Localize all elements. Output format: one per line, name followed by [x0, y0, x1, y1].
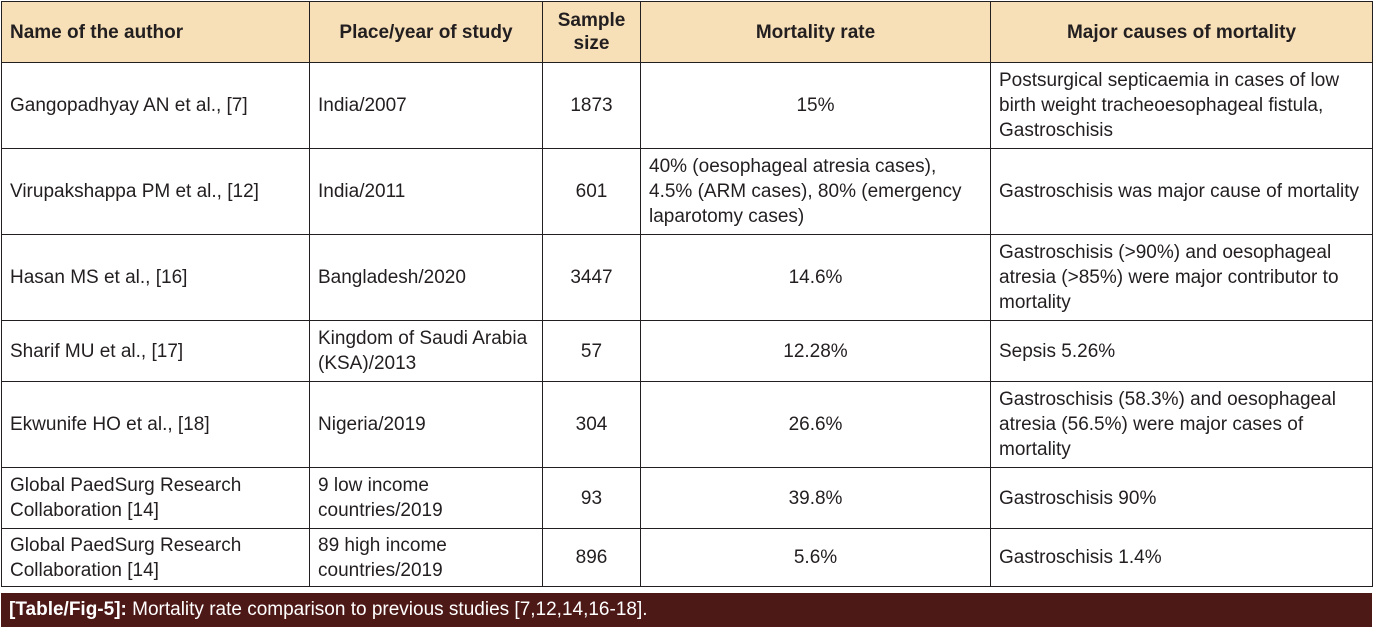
cell-place-year: Kingdom of Saudi Arabia (KSA)/2013: [309, 320, 543, 382]
cell-author: Global PaedSurg Research Collaboration […: [1, 467, 310, 529]
cell-place-year: India/2011: [309, 148, 543, 235]
cell-major-causes: Gastroschisis 1.4%: [990, 528, 1373, 587]
cell-sample-size: 3447: [542, 234, 641, 321]
cell-sample-size: 57: [542, 320, 641, 382]
table-row: Gangopadhyay AN et al., [7] India/2007 1…: [1, 62, 1373, 149]
cell-place-year: 9 low income countries/2019: [309, 467, 543, 529]
cell-sample-size: 601: [542, 148, 641, 235]
cell-mortality-rate: 15%: [640, 62, 991, 149]
cell-place-year: India/2007: [309, 62, 543, 149]
cell-major-causes: Sepsis 5.26%: [990, 320, 1373, 382]
cell-author: Ekwunife HO et al., [18]: [1, 381, 310, 468]
header-mortality-rate: Mortality rate: [640, 1, 991, 63]
cell-place-year: Nigeria/2019: [309, 381, 543, 468]
cell-major-causes: Gastroschisis (58.3%) and oesophageal at…: [990, 381, 1373, 468]
table-row: Ekwunife HO et al., [18] Nigeria/2019 30…: [1, 381, 1373, 468]
cell-sample-size: 896: [542, 528, 641, 587]
caption-text: Mortality rate comparison to previous st…: [126, 599, 648, 620]
cell-major-causes: Postsurgical septicaemia in cases of low…: [990, 62, 1373, 149]
header-sample-size: Sample size: [542, 1, 641, 63]
cell-mortality-rate: 40% (oesophageal atresia cases), 4.5% (A…: [640, 148, 991, 235]
cell-place-year: 89 high income countries/2019: [309, 528, 543, 587]
header-place-year: Place/year of study: [309, 1, 543, 63]
table-caption: [Table/Fig-5]: Mortality rate comparison…: [1, 593, 1372, 627]
cell-mortality-rate: 14.6%: [640, 234, 991, 321]
table-row: Sharif MU et al., [17] Kingdom of Saudi …: [1, 320, 1373, 382]
cell-mortality-rate: 39.8%: [640, 467, 991, 529]
cell-author: Hasan MS et al., [16]: [1, 234, 310, 321]
cell-major-causes: Gastroschisis was major cause of mortali…: [990, 148, 1373, 235]
cell-mortality-rate: 26.6%: [640, 381, 991, 468]
mortality-comparison-table: Name of the author Place/year of study S…: [1, 1, 1373, 587]
cell-sample-size: 93: [542, 467, 641, 529]
cell-major-causes: Gastroschisis 90%: [990, 467, 1373, 529]
table-row: Virupakshappa PM et al., [12] India/2011…: [1, 148, 1373, 235]
cell-sample-size: 304: [542, 381, 641, 468]
header-author: Name of the author: [1, 1, 310, 63]
cell-sample-size: 1873: [542, 62, 641, 149]
table-row: Global PaedSurg Research Collaboration […: [1, 528, 1373, 587]
cell-author: Virupakshappa PM et al., [12]: [1, 148, 310, 235]
cell-mortality-rate: 12.28%: [640, 320, 991, 382]
cell-author: Global PaedSurg Research Collaboration […: [1, 528, 310, 587]
cell-author: Sharif MU et al., [17]: [1, 320, 310, 382]
cell-mortality-rate: 5.6%: [640, 528, 991, 587]
cell-author: Gangopadhyay AN et al., [7]: [1, 62, 310, 149]
table-header-row: Name of the author Place/year of study S…: [1, 1, 1373, 63]
cell-place-year: Bangladesh/2020: [309, 234, 543, 321]
table-row: Hasan MS et al., [16] Bangladesh/2020 34…: [1, 234, 1373, 321]
caption-label: [Table/Fig-5]:: [9, 599, 127, 620]
cell-major-causes: Gastroschisis (>90%) and oesophageal atr…: [990, 234, 1373, 321]
table-row: Global PaedSurg Research Collaboration […: [1, 467, 1373, 529]
header-major-causes: Major causes of mortality: [990, 1, 1373, 63]
